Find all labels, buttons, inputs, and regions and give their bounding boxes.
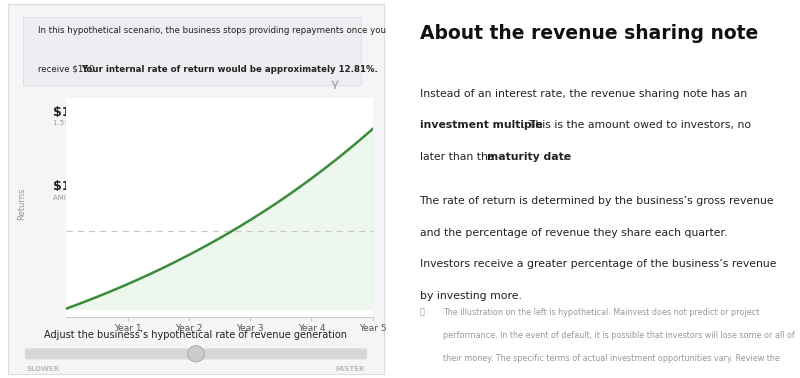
Text: .: . [563,152,566,162]
Text: receive $150.: receive $150. [38,65,100,74]
Text: SLOWER: SLOWER [27,366,60,372]
FancyBboxPatch shape [23,17,362,85]
Text: . This is the amount owed to investors, no: . This is the amount owed to investors, … [522,121,751,130]
Text: The illustration on the left is hypothetical. Mainvest does not predict or proje: The illustration on the left is hypothet… [443,308,759,316]
Text: $150: $150 [53,106,88,119]
Text: The rate of return is determined by the business’s gross revenue: The rate of return is determined by the … [419,196,774,206]
Text: DATE: DATE [349,313,367,319]
Text: MATURITY: MATURITY [332,302,367,308]
Text: 1.5× INVESTMENT MULTIPLE: 1.5× INVESTMENT MULTIPLE [53,121,152,127]
Text: Instead of an interest rate, the revenue sharing note has an: Instead of an interest rate, the revenue… [419,89,746,99]
Text: investment multiple: investment multiple [419,121,542,130]
Text: $100: $100 [53,180,88,193]
Text: Investors receive a greater percentage of the business’s revenue: Investors receive a greater percentage o… [419,259,776,269]
Text: later than the: later than the [419,152,498,162]
Text: In this hypothetical scenario, the business stops providing repayments once you: In this hypothetical scenario, the busin… [38,26,386,35]
Text: AMOUNT INVESTED: AMOUNT INVESTED [53,195,121,201]
Text: Returns: Returns [17,187,26,220]
Text: their money. The specific terms of actual investment opportunities vary. Review : their money. The specific terms of actua… [443,354,780,363]
Text: by investing more.: by investing more. [419,291,522,301]
Text: FASTER: FASTER [336,366,366,372]
Text: performance. In the event of default, it is possible that investors will lose so: performance. In the event of default, it… [443,331,794,340]
Text: ⓘ: ⓘ [419,308,424,316]
Text: Your internal rate of return would be approximately 12.81%.: Your internal rate of return would be ap… [82,65,378,74]
FancyBboxPatch shape [25,348,367,359]
Text: maturity date: maturity date [487,152,571,162]
Text: Adjust the business’s hypothetical rate of revenue generation: Adjust the business’s hypothetical rate … [45,330,347,340]
FancyBboxPatch shape [8,4,384,374]
Text: About the revenue sharing note: About the revenue sharing note [419,24,758,43]
Text: and the percentage of revenue they share each quarter.: and the percentage of revenue they share… [419,228,727,237]
Circle shape [188,346,204,362]
